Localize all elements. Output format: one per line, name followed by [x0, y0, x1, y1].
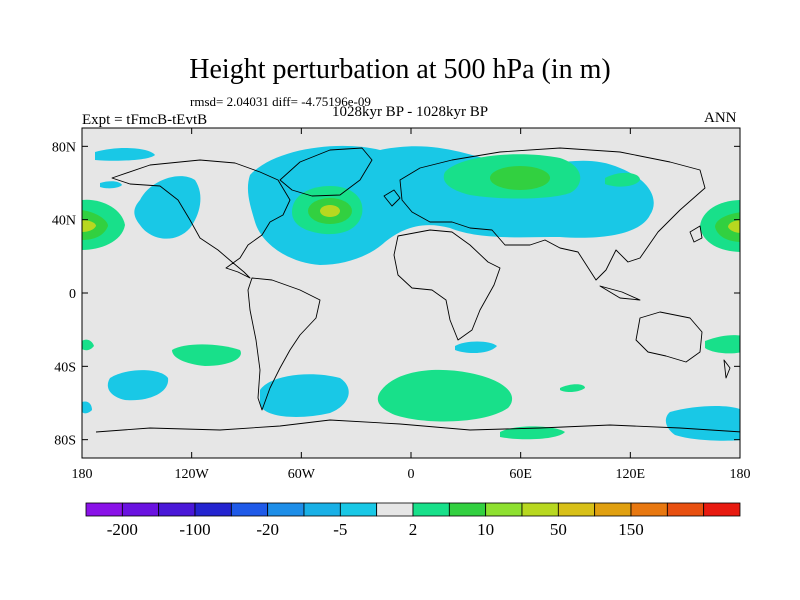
- north-america-coast: [111, 159, 291, 279]
- colorbar-box: [703, 502, 741, 517]
- colorbar-label: -5: [333, 520, 347, 539]
- antarctica-coast: [95, 419, 740, 433]
- colorbar-box: [594, 502, 632, 517]
- lat-tick-label: 40S: [54, 360, 76, 375]
- lon-tick-label: 180: [730, 467, 751, 482]
- colorbar-box: [557, 502, 596, 517]
- small-high-west: [82, 339, 94, 351]
- colorbar-box: [521, 502, 559, 517]
- indonesia-coast: [599, 285, 641, 301]
- far-east-high: [605, 172, 640, 187]
- colorbar: -200 -100 -20 -5 2 10 50 150: [85, 502, 741, 539]
- australia-coast: [635, 311, 703, 363]
- south-pacific-high: [172, 344, 241, 366]
- australia-east-high: [705, 335, 740, 354]
- lat-tick-label: 40N: [52, 214, 76, 229]
- latitude-axis: 80N 40N 0 40S 80S: [52, 140, 740, 449]
- longitude-axis: 180 120W 60W 0 60E 120E 180: [72, 128, 751, 482]
- coastlines: [95, 147, 740, 433]
- africa-coast: [393, 229, 501, 341]
- lat-tick-label: 0: [69, 287, 76, 302]
- arctic-low: [95, 148, 155, 161]
- strongest-positive-cores: [82, 205, 740, 233]
- map-plot-area: [82, 128, 740, 458]
- lon-tick-label: 120W: [175, 467, 210, 482]
- south-america-coast: [247, 277, 321, 411]
- lon-tick-label: 120E: [616, 467, 646, 482]
- small-low-southwest: [82, 401, 92, 414]
- british-isles-coast: [383, 189, 401, 207]
- colorbar-box: [121, 502, 160, 517]
- pacific-west-peak: [82, 220, 96, 232]
- lat-tick-label: 80N: [52, 140, 76, 155]
- colorbar-box: [376, 502, 414, 517]
- south-indian-high: [377, 369, 513, 422]
- lon-tick-label: 180: [72, 467, 93, 482]
- colorbar-label: 150: [618, 520, 644, 539]
- pacific-east-core: [715, 212, 740, 242]
- colorbar-box: [339, 502, 378, 517]
- lon-tick-label: 0: [408, 467, 415, 482]
- antarctic-high: [500, 426, 565, 440]
- colorbar-box: [85, 502, 123, 517]
- colorbar-box: [448, 502, 487, 517]
- colorbar-label: -200: [107, 520, 138, 539]
- colorbar-box: [303, 502, 341, 517]
- colorbar-label: -100: [179, 520, 210, 539]
- small-high-south: [560, 384, 585, 393]
- pacific-east-peak: [728, 220, 740, 233]
- lon-tick-label: 60E: [509, 467, 532, 482]
- south-pacific-low: [107, 370, 169, 401]
- small-low-west: [100, 181, 122, 189]
- siberian-core: [490, 166, 550, 190]
- lat-tick-label: 80S: [54, 434, 76, 449]
- colorbar-box: [158, 502, 196, 517]
- period-label: 1028kyr BP - 1028kyr BP: [331, 104, 489, 120]
- lon-tick-label: 60W: [288, 467, 316, 482]
- colorbar-box: [194, 502, 232, 517]
- season-label: ANN: [704, 110, 737, 126]
- colorbar-box: [485, 502, 523, 517]
- colorbar-label: 50: [550, 520, 567, 539]
- north-atlantic-peak: [320, 205, 340, 217]
- colorbar-label: -20: [256, 520, 279, 539]
- map-title: Height perturbation at 500 hPa (in m): [189, 54, 611, 85]
- new-zealand-coast: [723, 359, 731, 379]
- colorbar-box: [230, 502, 269, 517]
- colorbar-box: [630, 502, 668, 517]
- north-pacific-low: [134, 176, 201, 239]
- south-indian-low: [455, 341, 497, 354]
- colorbar-label: 10: [477, 520, 494, 539]
- eurasia-coast: [399, 147, 706, 281]
- colorbar-label: 2: [409, 520, 418, 539]
- colorbar-box: [267, 502, 305, 517]
- southern-ocean-low: [665, 406, 740, 441]
- japan-coast: [689, 225, 703, 243]
- greenland-coast: [279, 147, 373, 197]
- rmsd-diff-label: rmsd= 2.04031 diff= -4.75196e-09: [190, 94, 371, 109]
- colorbar-box: [666, 502, 705, 517]
- experiment-label: Expt = tFmcB-tEvtB: [82, 112, 208, 128]
- colorbar-box: [412, 502, 450, 517]
- south-atlantic-low: [260, 374, 349, 417]
